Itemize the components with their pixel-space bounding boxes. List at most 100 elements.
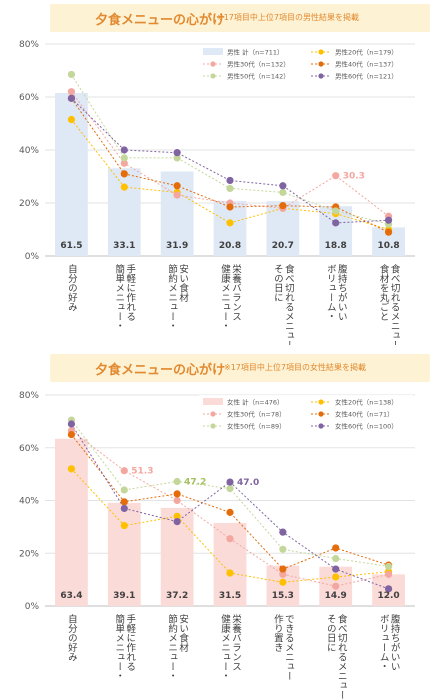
data-point bbox=[279, 565, 287, 573]
data-point bbox=[226, 485, 234, 493]
data-point bbox=[67, 70, 76, 79]
data-point bbox=[279, 202, 287, 210]
legend-label: 男性50代（n=142） bbox=[227, 72, 290, 81]
bar-value-label: 39.1 bbox=[113, 591, 135, 601]
category-label-line: 食材を丸ごと bbox=[378, 263, 390, 321]
data-point bbox=[279, 188, 287, 196]
category-label-line: 自分の好み bbox=[66, 613, 78, 661]
category-label-line: 作り置き bbox=[272, 613, 284, 652]
category-label-line: 手軽に作れる bbox=[124, 263, 136, 321]
bar-value-label: 31.5 bbox=[219, 591, 241, 601]
data-point bbox=[226, 508, 234, 516]
male-chart-panel: 夕食メニューの心がけ ※17項目中上位7項目の男性結果を掲載 0% 20% 40% 6… bbox=[0, 0, 433, 345]
chart-subtitle: ※17項目中上位7項目の女性結果を掲載 bbox=[224, 363, 366, 372]
data-point bbox=[332, 207, 340, 215]
male-chart-svg: 0% 20% 40% 60% 80% 61.5 33.1 31.9 20.8 20.7 18.8 10… bbox=[19, 40, 415, 345]
category-label-line: その日に bbox=[325, 614, 337, 652]
data-point bbox=[332, 544, 340, 552]
data-point bbox=[173, 512, 181, 520]
annotation-label: 47.0 bbox=[237, 478, 259, 488]
y-tick-label: 60% bbox=[19, 93, 39, 103]
category-label-line: できるメニュー bbox=[283, 614, 295, 681]
legend-swatch-marker bbox=[318, 399, 324, 405]
category-label: その日に 食べ切れるメニュー bbox=[272, 263, 295, 345]
data-point bbox=[226, 219, 234, 227]
y-tick-label: 40% bbox=[19, 497, 39, 507]
y-tick-label: 20% bbox=[19, 199, 39, 209]
female-chart-svg: 0% 20% 40% 60% 80% 63.4 39.1 37.2 31.5 15.3 14.9 12… bbox=[19, 391, 415, 700]
data-point bbox=[332, 565, 340, 573]
category-label: 簡単メニュー・ 手軽に作れる bbox=[113, 263, 136, 330]
legend-label: 女性40代（n=71） bbox=[335, 410, 394, 419]
bar-value-label: 20.8 bbox=[219, 241, 241, 251]
bar bbox=[107, 168, 141, 256]
category-label: 節約メニュー・ 安い食材 bbox=[166, 263, 189, 330]
data-point bbox=[279, 182, 287, 190]
category-label-line: 栄養バランス bbox=[230, 263, 242, 321]
chart-subtitle: ※17項目中上位7項目の男性結果を掲載 bbox=[217, 13, 359, 22]
data-point bbox=[120, 154, 128, 162]
legend-swatch-marker bbox=[210, 423, 216, 429]
data-point bbox=[173, 154, 181, 162]
category-label: ボリューム・ 腹持ちがいい bbox=[378, 613, 401, 671]
data-point bbox=[279, 570, 287, 578]
data-point bbox=[384, 585, 393, 593]
legend-label: 男性30代（n=132） bbox=[227, 60, 290, 69]
legend-label: 女性 計（n=476） bbox=[227, 398, 284, 407]
data-point bbox=[173, 191, 181, 199]
annotation-label: 51.3 bbox=[131, 467, 153, 477]
y-tick-label: 60% bbox=[19, 444, 39, 454]
data-point bbox=[332, 219, 340, 227]
category-label: 作り置き できるメニュー bbox=[272, 613, 295, 680]
data-point bbox=[279, 545, 287, 553]
data-point bbox=[173, 182, 181, 190]
category-label: ボリューム・ 腹持ちがいい bbox=[325, 263, 348, 321]
y-tick-label: 0% bbox=[25, 602, 40, 612]
category-label-line: 節約メニュー・ bbox=[166, 263, 178, 330]
data-point bbox=[173, 490, 181, 498]
y-tick-label: 0% bbox=[25, 252, 40, 262]
bar-value-label: 37.2 bbox=[166, 591, 188, 601]
bar-value-label: 63.4 bbox=[60, 591, 82, 601]
category-label-line: 栄養バランス bbox=[230, 613, 242, 671]
annotation-label: 30.3 bbox=[343, 172, 365, 182]
category-label: 自分の好み bbox=[66, 263, 78, 311]
category-label-line: 健康メニュー・ bbox=[219, 613, 231, 680]
data-point bbox=[384, 228, 393, 236]
bar-value-label: 14.9 bbox=[325, 591, 347, 601]
data-point bbox=[226, 203, 234, 211]
category-label: その日に 食べ切れるメニュー bbox=[325, 613, 348, 699]
bar-value-label: 20.7 bbox=[272, 241, 294, 251]
data-point bbox=[173, 518, 181, 526]
bar-value-label: 61.5 bbox=[60, 241, 82, 251]
legend-label: 男性20代（n=179） bbox=[335, 48, 398, 57]
data-point bbox=[384, 562, 393, 571]
legend-swatch-marker bbox=[210, 411, 216, 417]
data-point bbox=[67, 465, 76, 473]
category-label: 自分の好み bbox=[66, 613, 78, 661]
legend-box bbox=[199, 45, 413, 83]
category-label-line: 食べ切れるメニュー bbox=[389, 263, 401, 345]
category-label: 簡単メニュー・ 手軽に作れる bbox=[113, 613, 136, 680]
data-point bbox=[226, 184, 234, 193]
category-label: 健康メニュー・ 栄養バランス bbox=[219, 613, 242, 680]
legend-swatch-marker bbox=[318, 423, 324, 429]
legend-swatch-marker bbox=[318, 411, 324, 417]
data-point bbox=[120, 504, 128, 513]
bar bbox=[55, 438, 88, 606]
category-label-line: その日に bbox=[272, 264, 284, 302]
data-point bbox=[332, 554, 340, 563]
data-point bbox=[67, 88, 76, 96]
legend-swatch-marker bbox=[318, 61, 324, 67]
bar-value-label: 31.9 bbox=[166, 241, 188, 251]
category-label-line: 食べ切れるメニュー bbox=[336, 613, 348, 699]
legend-label: 男性60代（n=121） bbox=[335, 72, 398, 81]
legend-label: 女性60代（n=100） bbox=[335, 422, 398, 431]
legend-swatch bbox=[203, 48, 223, 55]
category-label-line: ボリューム・ bbox=[378, 614, 390, 671]
legend-swatch-marker bbox=[318, 49, 324, 55]
category-label-line: 節約メニュー・ bbox=[166, 613, 178, 680]
legend-label: 女性30代（n=78） bbox=[227, 410, 286, 419]
data-point bbox=[120, 183, 128, 191]
chart-title: 夕食メニューの心がけ bbox=[95, 363, 226, 378]
